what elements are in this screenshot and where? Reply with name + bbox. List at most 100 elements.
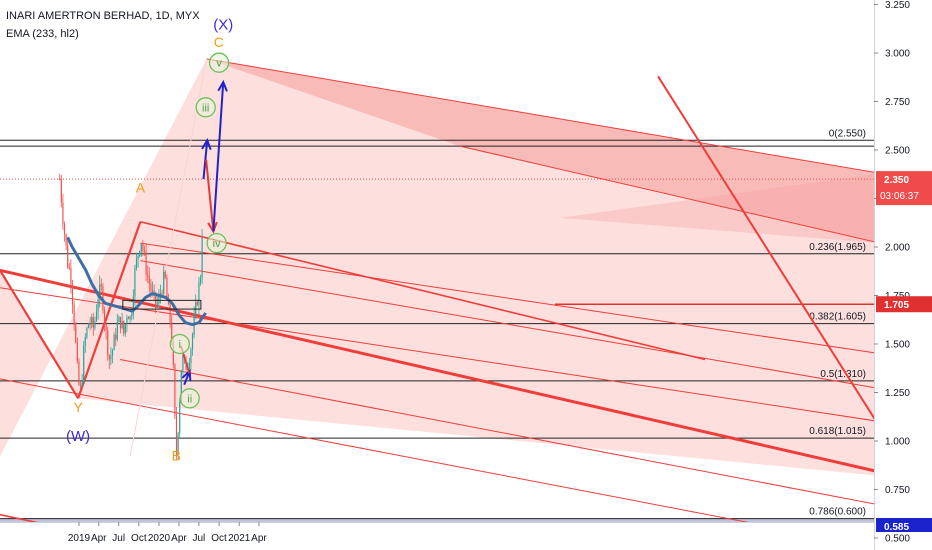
- last-price-tag: 2.350 03:06:37: [876, 171, 932, 206]
- candle: [153, 284, 155, 301]
- candle-body: [67, 245, 69, 268]
- candle: [105, 322, 107, 340]
- candle-body: [147, 274, 149, 277]
- candle: [175, 406, 178, 461]
- candle-body: [71, 284, 74, 305]
- fib-label-4: 0.618(1.015): [809, 426, 866, 437]
- ema-line: [66, 236, 207, 327]
- candle-body: [111, 349, 114, 356]
- last-price-tag-text: 2.350: [884, 175, 909, 186]
- candle: [118, 315, 120, 323]
- candle: [99, 275, 101, 308]
- candle-body: [182, 354, 184, 371]
- candle: [60, 174, 62, 208]
- candle-body: [79, 384, 82, 387]
- candle-body: [107, 330, 109, 356]
- fib-label-5: 0.786(0.600): [809, 507, 866, 518]
- candle-body: [76, 341, 78, 362]
- candle-body: [161, 293, 163, 295]
- candle: [196, 300, 198, 307]
- candle-body: [95, 311, 98, 321]
- bottom-price-tag-text: 0.585: [884, 522, 909, 533]
- candle: [129, 315, 131, 324]
- fib-label-3: 0.5(1.310): [820, 369, 866, 380]
- x-tick-label-4: 2020: [148, 533, 171, 544]
- x-tick-label-6: Jul: [193, 533, 206, 544]
- fork-parallel-1: [0, 287, 874, 422]
- candle-body: [131, 315, 133, 317]
- candle-body: [199, 278, 202, 283]
- candle-body: [174, 364, 176, 416]
- candle-body: [145, 251, 147, 275]
- candle: [163, 265, 165, 296]
- candle-body: [142, 243, 144, 251]
- candle-body: [103, 310, 106, 325]
- x-tick-label-0: 2019: [68, 533, 91, 544]
- candle: [126, 314, 128, 333]
- candle: [132, 289, 134, 320]
- candle-body: [135, 258, 138, 268]
- projection-arrowhead-4: [181, 369, 192, 382]
- wave-w-leg: [0, 269, 80, 399]
- candle-body: [121, 320, 123, 329]
- candle-body: [105, 324, 107, 331]
- wave-circle-label-1: ii: [187, 393, 192, 405]
- candle-body: [201, 237, 203, 279]
- candle-body: [179, 401, 181, 434]
- wave-circle-label-2: iii: [202, 102, 209, 114]
- wave-label-2: A: [136, 180, 146, 196]
- y-tick-label-2: 2.750: [885, 97, 910, 108]
- candle-body: [89, 323, 91, 325]
- candle: [89, 316, 91, 331]
- x-tick-label-1: Apr: [91, 533, 107, 544]
- candle: [84, 332, 86, 353]
- candle: [124, 323, 126, 337]
- candle-body: [169, 304, 171, 323]
- candle: [63, 221, 66, 242]
- projection-arrow-1: [202, 140, 209, 180]
- fork-parallel-5: [140, 260, 874, 389]
- projection-arrowhead-3: [217, 79, 228, 92]
- candle-body: [156, 303, 158, 305]
- candle: [79, 381, 82, 390]
- candle: [115, 328, 117, 347]
- candle-body: [134, 267, 136, 297]
- x-tick-label-5: Apr: [171, 533, 187, 544]
- candle-body: [175, 415, 178, 455]
- plot-area: 0(2.550) 0.236(1.965) 0.382(1.605) 0.5(1.31…: [0, 17, 874, 522]
- wave-label-4: C: [214, 34, 224, 50]
- wave-label-1: (W): [66, 428, 90, 445]
- candle-body: [70, 268, 72, 285]
- candle: [145, 243, 147, 281]
- chart-title: INARI AMERTRON BERHAD, 1D, MYX: [6, 10, 200, 22]
- candle: [198, 276, 200, 315]
- y-tick-label-8: 1.250: [885, 388, 910, 399]
- candle-body: [163, 271, 165, 294]
- x-tick-label-3: Oct: [131, 533, 147, 544]
- fork-parallel-3: [0, 378, 749, 522]
- candle-body: [123, 320, 125, 334]
- candle-body: [94, 320, 96, 328]
- candle: [139, 250, 141, 258]
- wave-label-0: Y: [73, 399, 83, 415]
- candle: [179, 398, 181, 439]
- last-price-tag-bg: [876, 171, 932, 206]
- indicator-legend: EMA (233, hl2): [6, 28, 79, 40]
- pitchfork-upper-tine: [140, 221, 706, 361]
- consolidation-box: [122, 299, 202, 310]
- candle: [92, 312, 94, 336]
- marked-level-tag: 1.705: [876, 296, 932, 313]
- candle: [148, 267, 150, 293]
- wave-circle-3: [206, 232, 227, 254]
- candle: [113, 332, 115, 351]
- pitchfork-median: [0, 268, 874, 473]
- candle-body: [60, 179, 62, 203]
- candle: [201, 229, 203, 285]
- candle-body: [110, 355, 112, 360]
- candle: [100, 278, 102, 292]
- candle: [188, 357, 190, 372]
- candle-body: [99, 284, 101, 300]
- candle-body: [177, 433, 179, 455]
- candle-body: [137, 255, 139, 259]
